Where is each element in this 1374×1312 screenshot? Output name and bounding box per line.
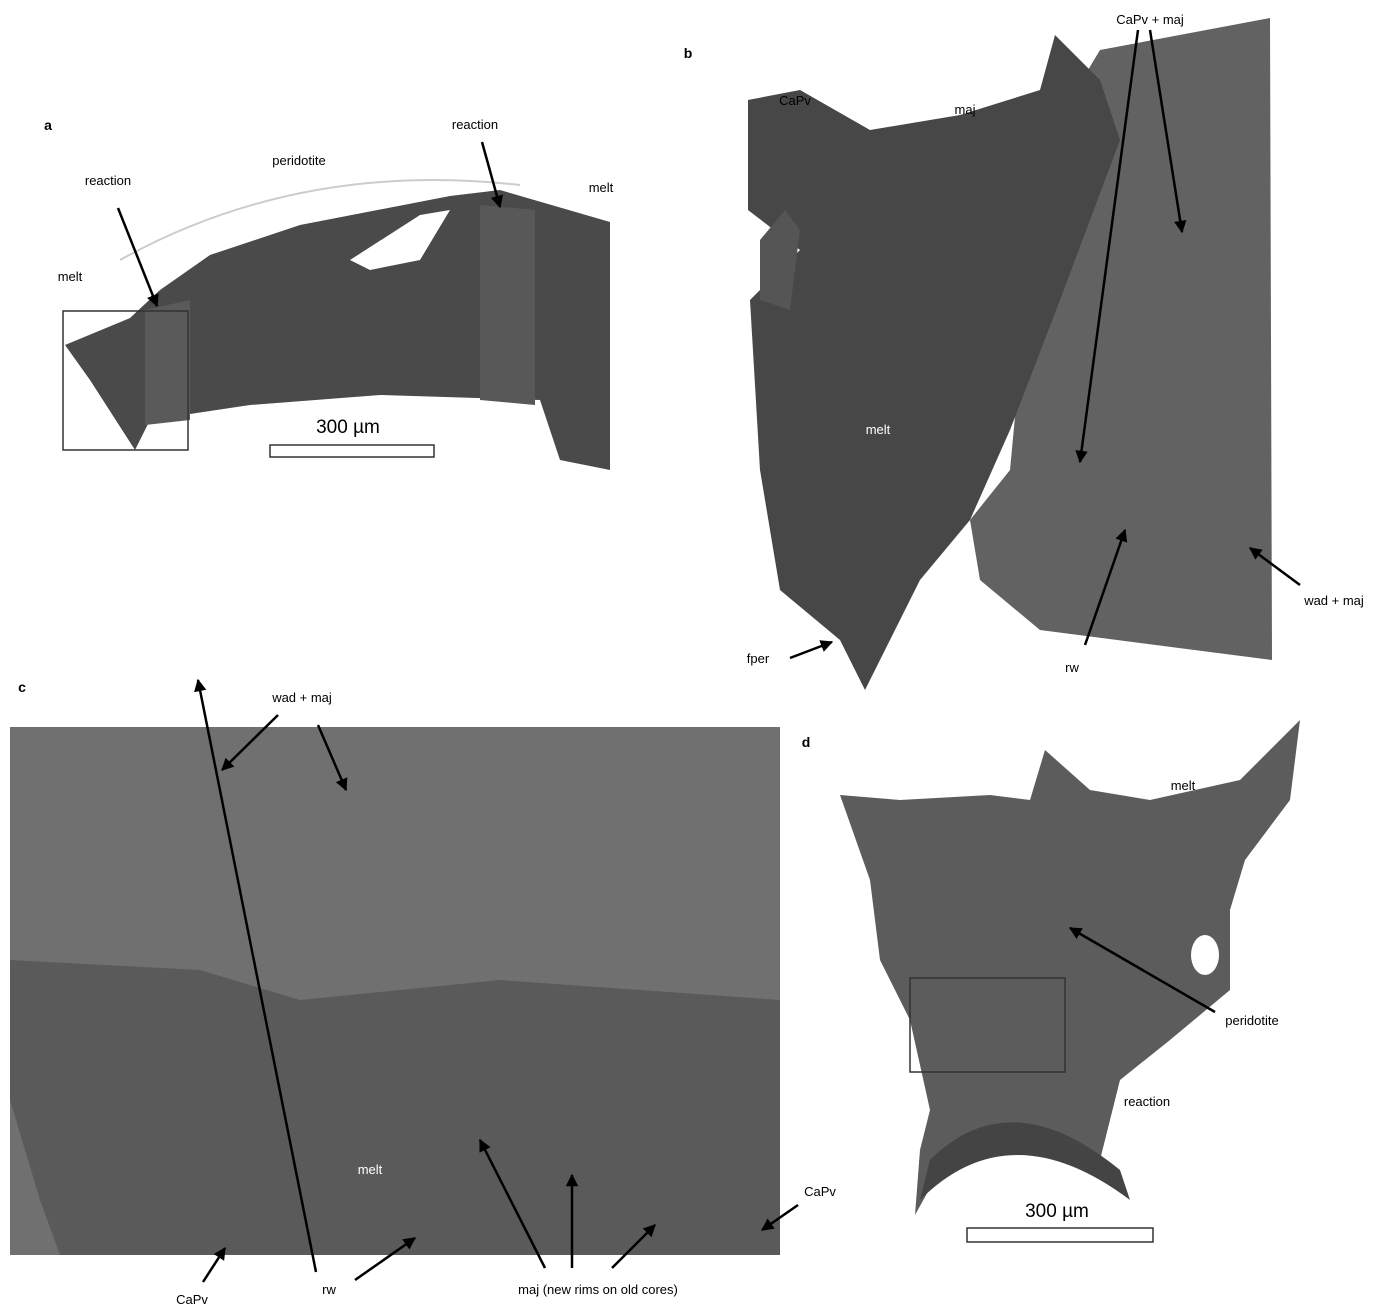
annotation: peridotite — [272, 153, 325, 168]
annotation: reaction — [85, 173, 131, 188]
annotation: melt — [1171, 778, 1196, 793]
annotation: melt — [358, 1162, 383, 1177]
annotation: melt — [58, 269, 83, 284]
annotation: CaPv — [779, 93, 811, 108]
panel-letter: a — [44, 117, 52, 133]
panel-letter: b — [684, 45, 693, 61]
panel-letter: c — [18, 679, 26, 695]
annotation: rw — [322, 1282, 336, 1297]
annotation: wad + maj — [1303, 593, 1364, 608]
annotation: maj (new rims on old cores) — [518, 1282, 678, 1297]
annotation: reaction — [1124, 1094, 1170, 1109]
figure: a peridotite reaction reaction melt melt 300 µ… — [0, 0, 1374, 1307]
annotation: reaction — [452, 117, 498, 132]
annotation: fper — [747, 651, 770, 666]
scale-bar-label: 300 µm — [316, 417, 380, 438]
annotation: CaPv + maj — [1116, 12, 1184, 27]
annotation: peridotite — [1225, 1013, 1278, 1028]
panel-d-image — [840, 720, 1300, 1242]
annotation: melt — [589, 180, 614, 195]
annotation: maj — [955, 102, 976, 117]
panel-c-image — [10, 680, 798, 1282]
panel-letter: d — [802, 734, 811, 750]
annotation: CaPv — [176, 1292, 208, 1307]
annotation: wad + maj — [271, 690, 332, 705]
scale-bar-label: 300 µm — [1025, 1201, 1089, 1222]
annotation: rw — [1065, 660, 1079, 675]
annotation: CaPv — [804, 1184, 836, 1199]
annotation: melt — [866, 422, 891, 437]
panel-b-image — [748, 18, 1300, 690]
